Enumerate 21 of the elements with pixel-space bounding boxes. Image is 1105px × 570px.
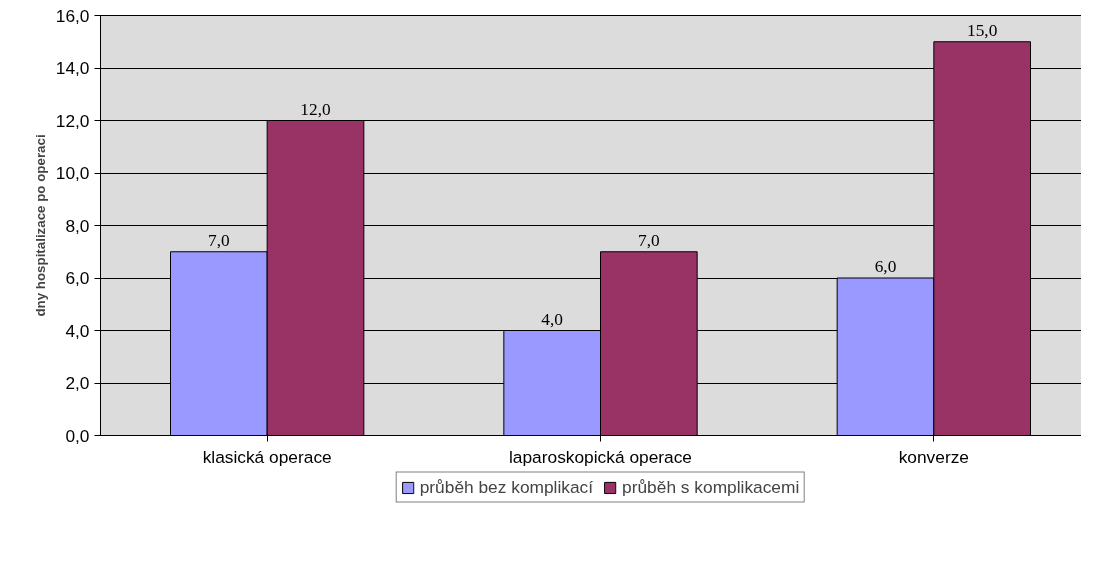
y-tick-label: 2,0 — [65, 373, 90, 393]
x-tick-label: klasická operace — [202, 446, 332, 467]
y-tick-label: 8,0 — [65, 215, 90, 236]
y-tick-label: 4,0 — [65, 320, 90, 341]
y-tick-label: 12,0 — [55, 110, 90, 131]
data-label: 15,0 — [967, 20, 998, 40]
data-label: 6,0 — [874, 257, 897, 276]
y-tick-label: 6,0 — [65, 268, 90, 288]
legend-label: průběh bez komplikací — [419, 476, 594, 498]
data-label: 7,0 — [638, 230, 660, 250]
y-tick-label: 16,0 — [55, 5, 90, 26]
y-axis-title: dny hospitalizace po operaci — [32, 134, 48, 317]
y-tick-label: 10,0 — [55, 163, 90, 183]
y-tick-label: 0,0 — [65, 425, 90, 446]
x-tick-label: konverze — [898, 446, 969, 467]
y-tick-label: 14,0 — [55, 58, 90, 78]
data-label: 12,0 — [300, 99, 331, 119]
x-tick-label: laparoskopická operace — [508, 446, 693, 467]
legend-label: průběh s komplikacemi — [622, 476, 800, 498]
data-label: 7,0 — [208, 230, 230, 250]
data-label: 4,0 — [541, 309, 564, 329]
